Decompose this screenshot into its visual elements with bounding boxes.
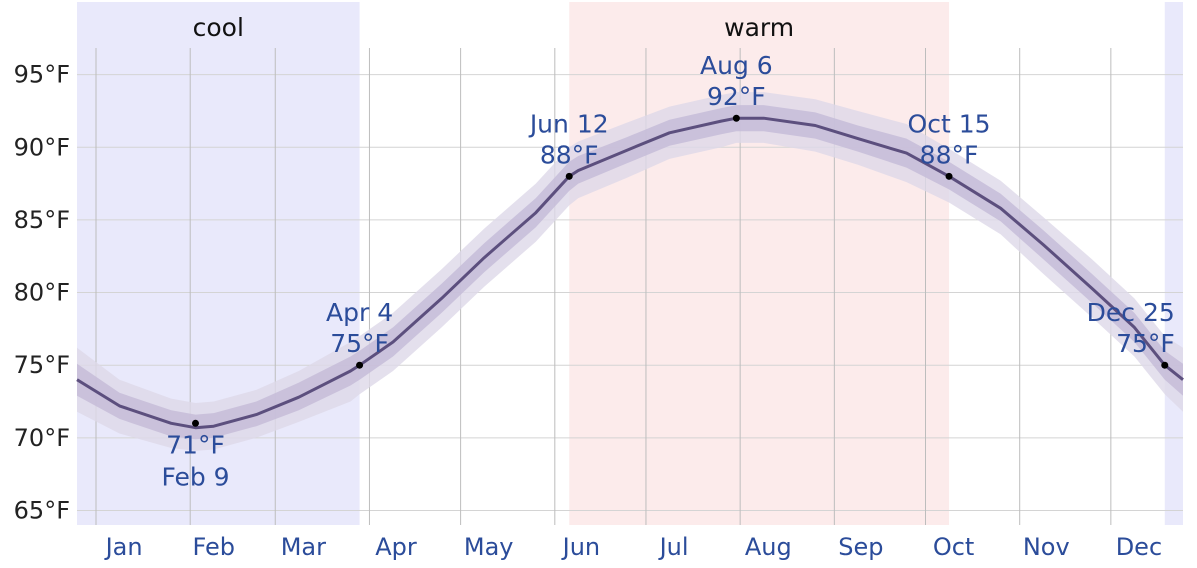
x-tick-label: Sep [838,533,883,561]
annotation-marker [565,172,573,180]
annotation-date: Dec 25 [1087,298,1175,327]
annotation-date: Jun 12 [528,109,609,138]
x-tick-label: May [464,533,514,561]
annotation-marker [1161,361,1169,369]
annotation-date: Apr 4 [326,298,393,327]
annotation-value: 88°F [920,140,979,169]
annotation-value: 71°F [166,430,225,459]
annotation-date: Oct 15 [908,109,991,138]
annotation-marker [356,361,364,369]
x-tick-label: Jan [104,533,143,561]
y-tick-label: 85°F [14,206,70,234]
annotation-value: 92°F [707,82,766,111]
y-tick-label: 65°F [14,496,70,524]
x-tick-label: Oct [933,533,975,561]
x-tick-label: Aug [745,533,792,561]
annotation-marker [732,114,740,122]
x-tick-label: Dec [1116,533,1162,561]
annotation-marker [192,419,199,427]
x-tick-label: Apr [375,533,417,561]
y-tick-label: 95°F [14,61,70,89]
annotation-marker [945,172,953,180]
x-tick-label: Jun [561,533,601,561]
x-tick-label: Feb [192,533,235,561]
y-tick-label: 75°F [14,351,70,379]
season-label: cool [193,13,244,42]
annotation-date: Aug 6 [700,51,773,80]
x-tick-label: Jul [658,533,689,561]
annotation-value: 75°F [1116,329,1175,358]
x-tick-label: Nov [1023,533,1070,561]
season-band [569,2,950,525]
season-label: warm [724,13,794,42]
y-tick-label: 80°F [14,279,70,307]
average-temperature-line [76,116,1184,430]
season-band [1164,2,1183,525]
annotation-value: 75°F [330,329,389,358]
y-tick-label: 70°F [14,424,70,452]
x-tick-label: Mar [281,533,326,561]
y-tick-label: 90°F [14,133,70,161]
annotation-date: Feb 9 [161,462,229,491]
annotation-value: 88°F [540,140,599,169]
inner-range-band [77,105,1183,440]
